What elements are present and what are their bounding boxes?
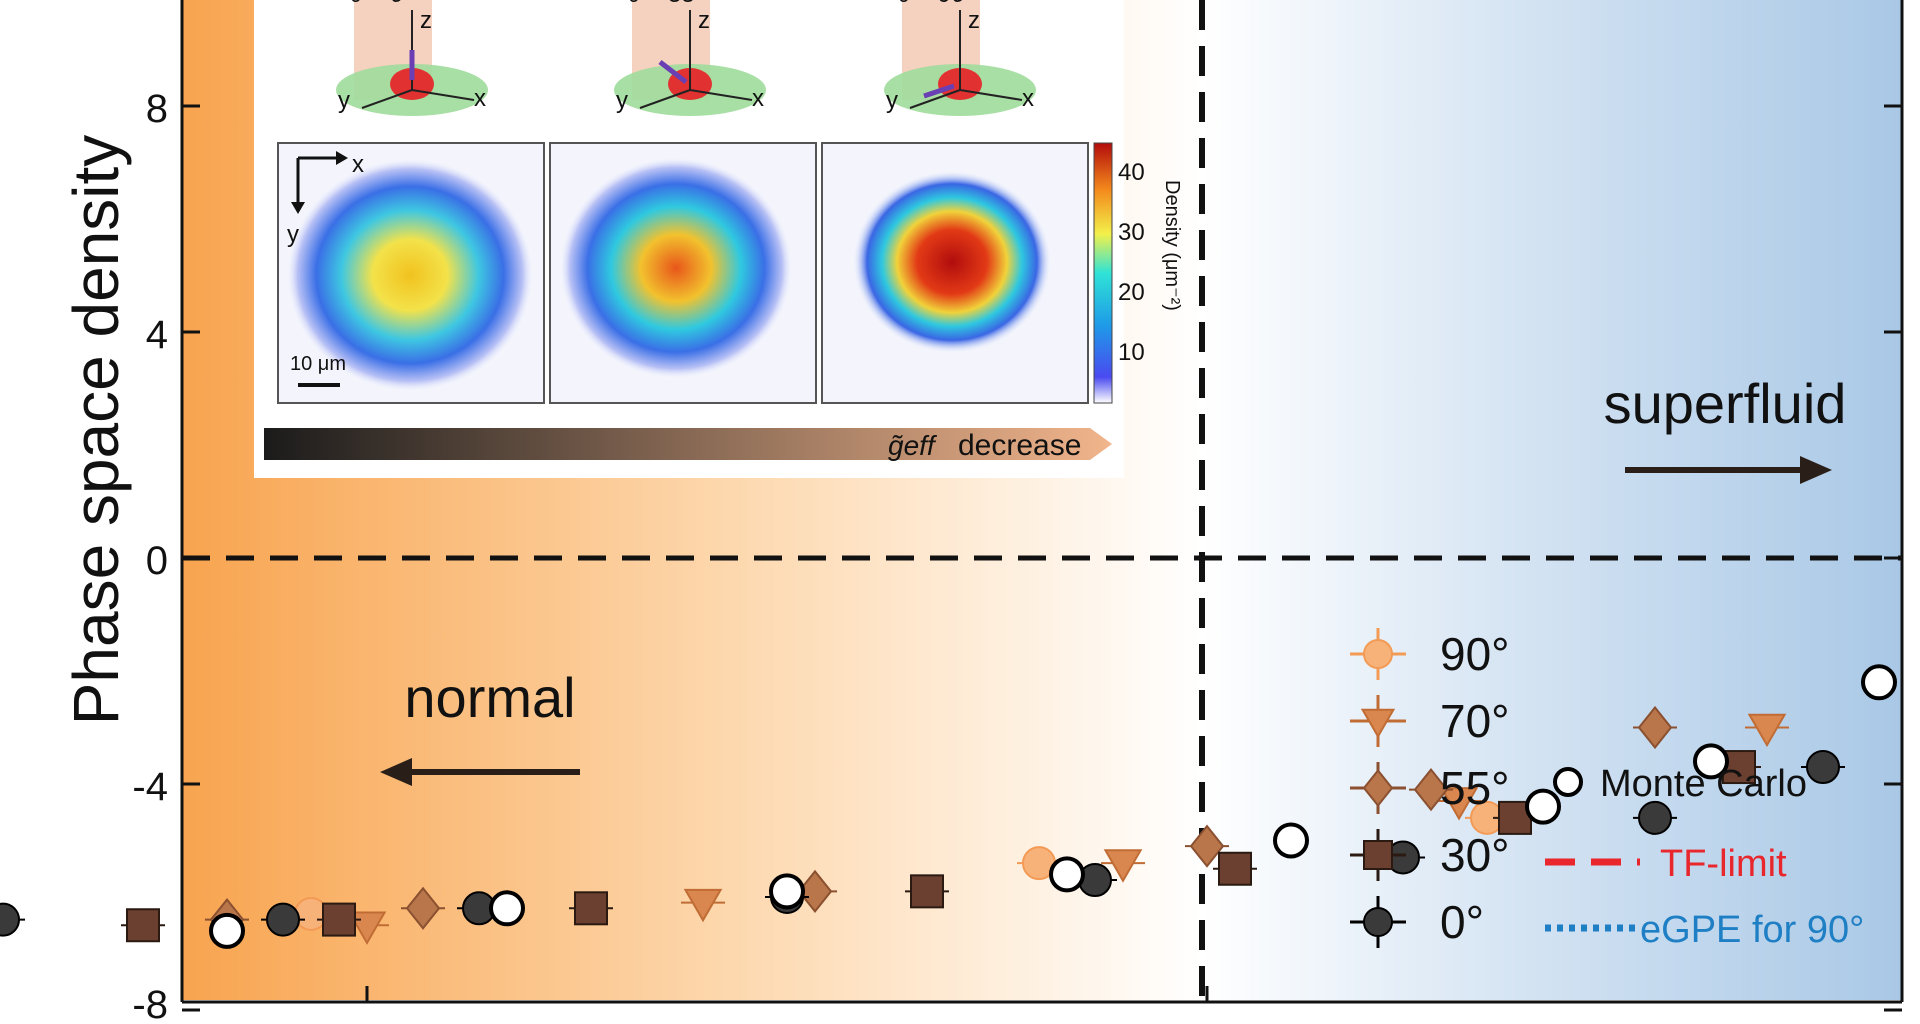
- angle-label-90: θ = 90°: [898, 0, 975, 8]
- colorbar-tick-40: 40: [1118, 159, 1145, 186]
- data-point: [1439, 787, 1479, 821]
- orientation-sketch-90: z x y θ = 90°: [884, 0, 1036, 116]
- data-point: [209, 912, 245, 949]
- colorbar-tick-10: 10: [1118, 339, 1145, 366]
- colorbar-tick-30: 30: [1118, 219, 1145, 246]
- data-point: [1637, 705, 1673, 750]
- colorbar-ticks: 40 30 20 10: [1118, 159, 1145, 366]
- data-point: [1525, 788, 1561, 825]
- colorbar-tick-20: 20: [1118, 279, 1145, 306]
- legend-label: 55°: [1440, 762, 1510, 814]
- legend-label: 30°: [1440, 829, 1510, 881]
- orientation-sketch-55: z x y θ = 55°: [614, 0, 766, 116]
- legend-marker: [1362, 768, 1394, 808]
- data-point: [574, 891, 608, 926]
- data-point: [910, 874, 944, 909]
- data-point: [769, 873, 805, 910]
- data-point: [1747, 713, 1787, 748]
- y-tick-label: 8: [146, 87, 168, 131]
- gradient-arrow: [264, 428, 1112, 460]
- legend-label: 70°: [1440, 695, 1510, 747]
- data-point: [1413, 768, 1449, 812]
- superfluid-arrow: [1625, 456, 1832, 484]
- data-point: [683, 888, 723, 923]
- legend: 90° 70° 55° 30° 0° Monte Carlo TF-limit eGPE fo…: [1350, 628, 1864, 951]
- y-tick-label: -8: [132, 983, 168, 1024]
- x-axis-label: x: [1022, 85, 1034, 112]
- z-axis-label: z: [698, 7, 710, 34]
- density-image-90: [821, 142, 1089, 404]
- legend-marker: [1363, 639, 1393, 669]
- series-montecarlo: [209, 664, 1897, 949]
- gradient-label: decrease: [958, 429, 1081, 462]
- image-axes-icon: x y: [287, 151, 364, 248]
- axis-ticks: -8 -4 0 4 8: [132, 87, 1902, 1024]
- legend-label: eGPE for 90°: [1640, 909, 1864, 951]
- y-tick-label: 0: [146, 539, 168, 583]
- colorbar: [1093, 142, 1113, 404]
- data-point: [797, 869, 833, 913]
- inset: z x y θ = 0° z x y θ = 55° z: [254, 0, 1183, 478]
- data-point: [266, 902, 300, 937]
- data-point: [1638, 800, 1672, 835]
- density-image-0: [277, 142, 545, 404]
- y-axis-label: Phase space density: [60, 135, 132, 726]
- normal-label: normal: [404, 666, 575, 729]
- data-point: [1693, 743, 1729, 780]
- legend-label: 0°: [1440, 896, 1484, 948]
- data-point: [1273, 822, 1309, 859]
- gradient-symbol: g̃eff: [888, 430, 938, 461]
- x-axis-label: x: [752, 85, 764, 112]
- superfluid-region-background: [1202, 0, 1902, 1000]
- colorbar-label: Density (μm⁻²): [1161, 180, 1183, 311]
- angle-label-0: θ = 0°: [350, 0, 414, 8]
- image-x-label: x: [352, 151, 364, 178]
- series-55: [205, 705, 1677, 942]
- superfluid-label: superfluid: [1604, 372, 1847, 435]
- data-point: [1103, 849, 1143, 883]
- data-point: [0, 902, 20, 937]
- y-axis-label-inset: y: [616, 87, 628, 114]
- data-point: [1189, 824, 1225, 868]
- data-point: [126, 908, 160, 943]
- y-tick-label: -4: [132, 765, 168, 809]
- legend-label: 90°: [1440, 628, 1510, 680]
- angle-label-55: θ = 55°: [628, 0, 705, 8]
- y-axis-label-inset: y: [886, 87, 898, 114]
- legend-label: Monte Carlo: [1600, 763, 1807, 805]
- legend-marker: [1360, 708, 1396, 739]
- density-image-55: [549, 142, 817, 404]
- data-point: [1806, 750, 1840, 785]
- normal-arrow: [380, 758, 580, 786]
- legend-label: TF-limit: [1660, 843, 1787, 885]
- data-point: [1218, 851, 1252, 886]
- z-axis-label: z: [968, 7, 980, 34]
- data-point: [1861, 664, 1897, 701]
- orientation-sketch-0: z x y θ = 0°: [336, 0, 488, 116]
- legend-marker: [1363, 840, 1393, 870]
- legend-marker-monte-carlo: [1553, 767, 1583, 797]
- scalebar-label: 10 μm: [290, 353, 346, 375]
- x-axis-label: x: [474, 85, 486, 112]
- z-axis-label: z: [420, 7, 432, 34]
- data-point: [322, 902, 356, 937]
- image-y-label: y: [287, 221, 299, 248]
- legend-marker: [1363, 907, 1393, 937]
- data-point: [1049, 856, 1085, 893]
- y-tick-label: 4: [146, 313, 168, 357]
- data-point: [489, 890, 525, 927]
- data-points: [0, 664, 1897, 949]
- data-point: [405, 886, 441, 930]
- y-axis-label-inset: y: [338, 87, 350, 114]
